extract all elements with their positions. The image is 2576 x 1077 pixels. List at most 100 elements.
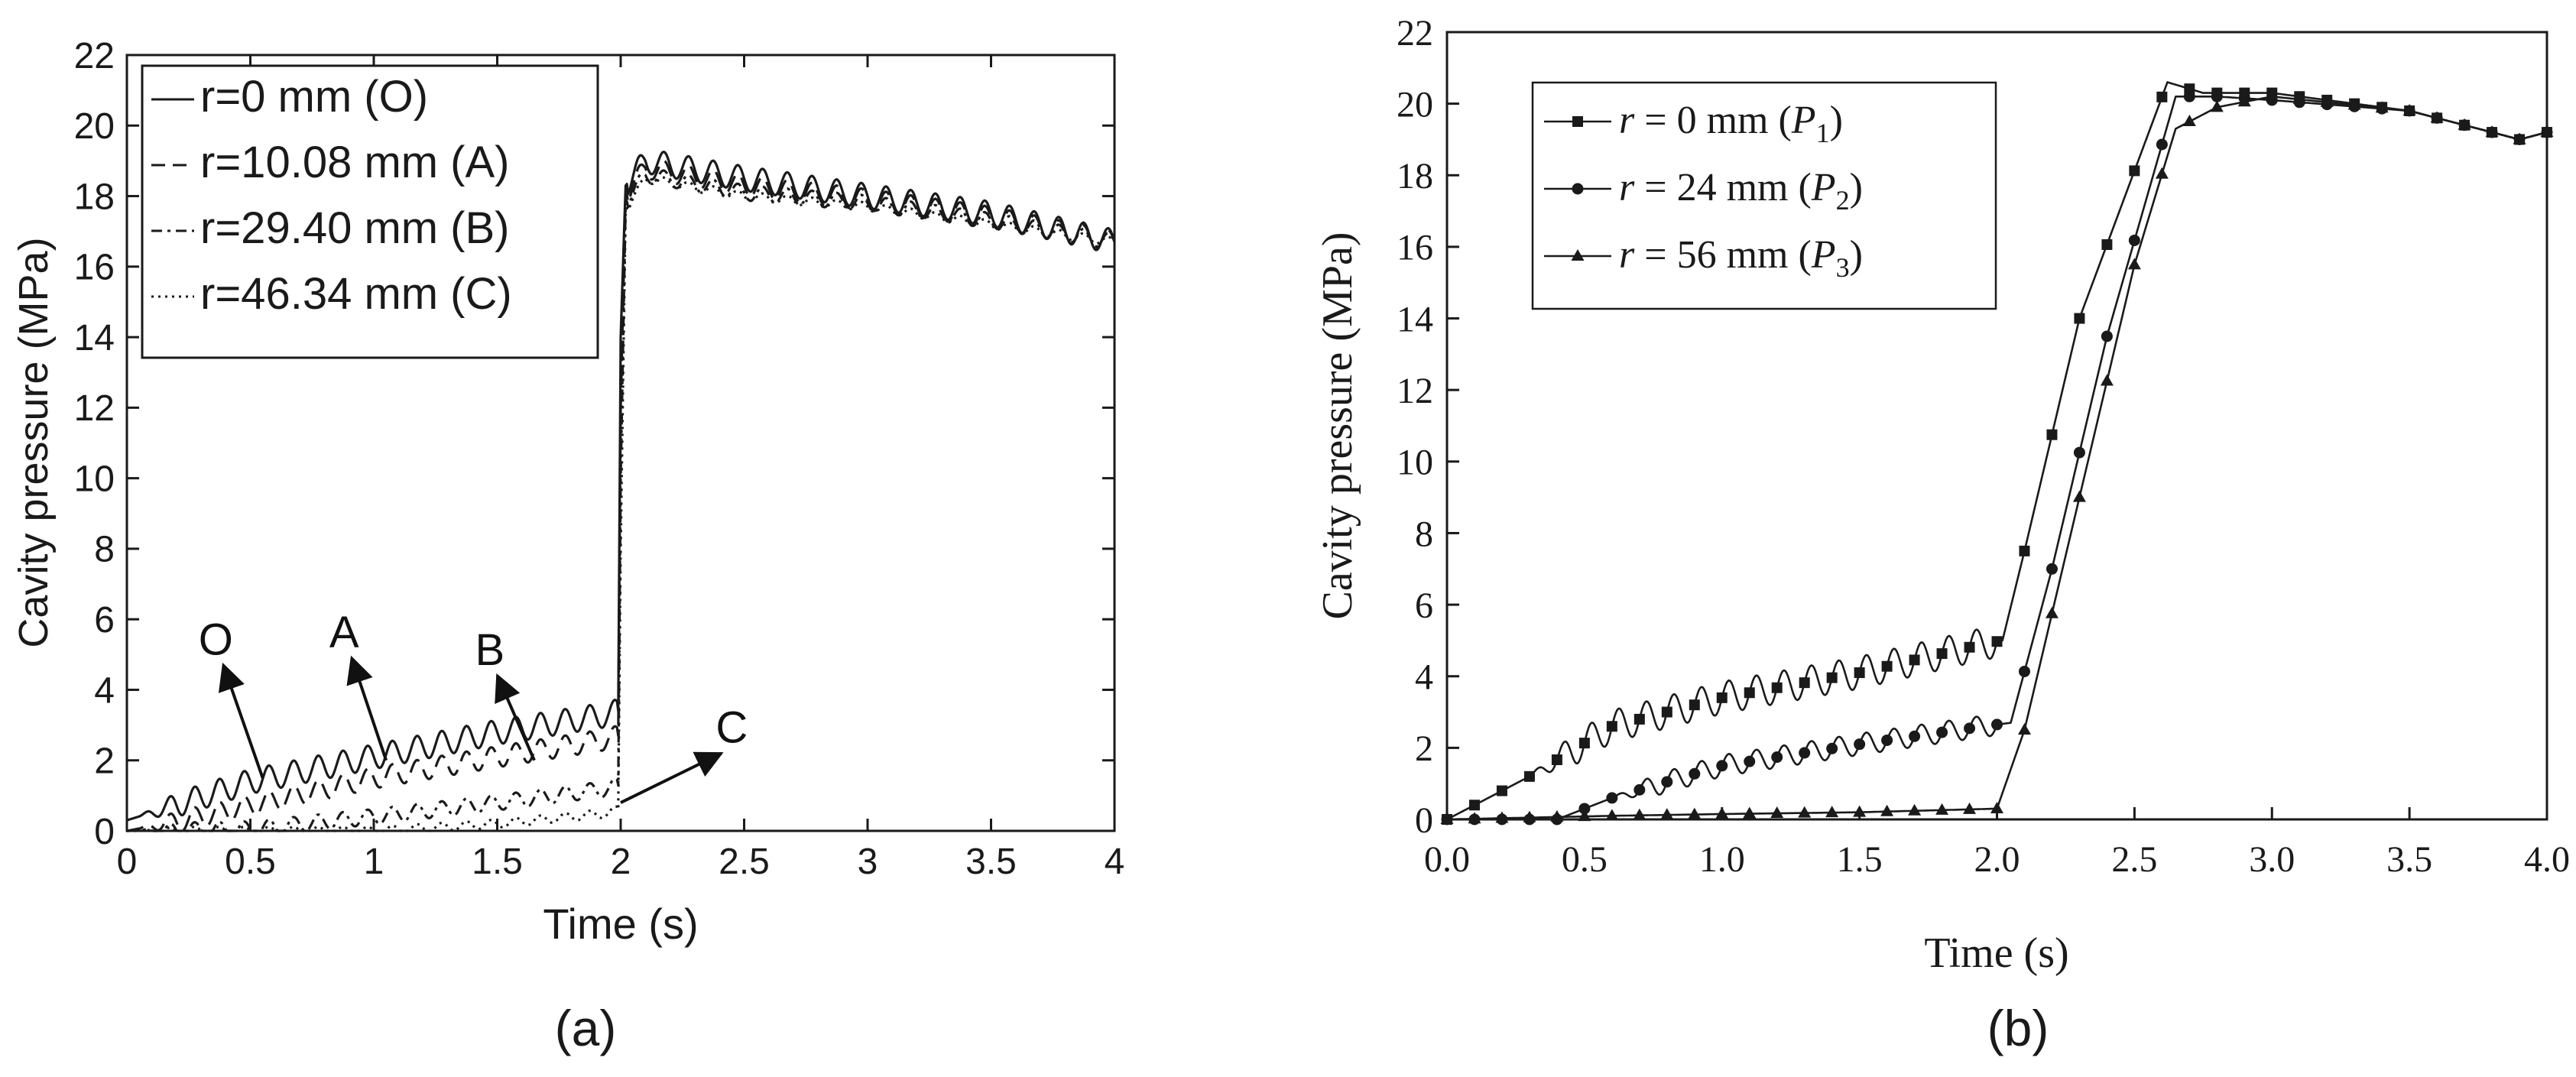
series-1-marker (1881, 660, 1893, 672)
y-tick-label: 16 (74, 248, 115, 288)
y-tick-label: 4 (1415, 657, 1433, 698)
x-tick-label: 1.0 (1699, 839, 1745, 880)
legend-marker-b-2 (1572, 183, 1584, 195)
series-3-marker (1935, 803, 1949, 815)
y-tick-label: 10 (1397, 443, 1433, 483)
x-tick-label: 3.5 (965, 842, 1017, 882)
y-tick-label: 18 (1397, 156, 1433, 196)
series-3-marker (1660, 808, 1674, 820)
series-3-marker (1495, 811, 1509, 823)
x-tick-label: 3.0 (2249, 839, 2295, 880)
y-tick-label: 12 (74, 388, 115, 429)
x-tick-label: 0 (117, 842, 138, 882)
series-2-marker (2211, 90, 2223, 102)
x-tick-label: 0.0 (1424, 839, 1470, 880)
series-1-marker (2101, 238, 2113, 250)
x-tick-label: 4.0 (2524, 839, 2570, 880)
panel-label-b: (b) (1987, 1000, 2049, 1056)
series-3-marker (1990, 801, 2003, 813)
y-tick-label: 14 (74, 318, 115, 358)
series-2-marker (1936, 726, 1948, 738)
x-tick-label: 2.0 (1974, 839, 2020, 880)
legend-label-a-4: r=46.34 mm (C) (200, 269, 512, 319)
series-3-marker (1798, 806, 1812, 818)
legend-marker-b-1 (1572, 116, 1583, 127)
x-axis-label-b: Time (s) (1924, 929, 2068, 977)
x-tick-label: 2 (611, 842, 631, 882)
chart-panel-a: 0 0.5 1 1.5 2 2.5 3 3.5 4 0 2 4 6 8 10 12 14 16 18 20 22 O A B… (11, 36, 1124, 1056)
y-tick-label: 8 (94, 530, 115, 570)
legend-label-b-3: r = 56 mm (P3) (1619, 233, 1863, 283)
y-tick-label: 6 (1415, 586, 1433, 626)
series-2-marker (2046, 563, 2058, 575)
series-3-marker (2100, 374, 2114, 386)
annotation-label-C: C (715, 703, 748, 753)
series-2-marker (2183, 90, 2195, 102)
series-3-marker (1825, 806, 1839, 818)
y-tick-label: 6 (94, 600, 115, 641)
series-1-marker (1936, 648, 1948, 660)
series-3-marker (2127, 258, 2141, 270)
annotation-arrow-O (218, 662, 264, 779)
series-1-marker (1991, 636, 2003, 647)
series-2-marker (2156, 138, 2168, 151)
series-1-marker (1634, 713, 1645, 725)
x-tick-label: 2.5 (719, 842, 770, 882)
annotation-arrow-A (346, 655, 388, 761)
x-tick-label: 2.5 (2111, 839, 2157, 880)
y-tick-label: 2 (94, 741, 115, 782)
series-3-marker (1770, 806, 1784, 819)
series-3-marker (1578, 809, 1591, 822)
chart-panel-b: 0.0 0.5 1.0 1.5 2.0 2.5 3.0 3.5 4.0 0 2 4 6 8 10 12 14 16… (1314, 13, 2570, 1056)
series-3-marker (1715, 806, 1729, 819)
x-tick-label: 1.5 (1837, 839, 1883, 880)
series-2-marker (2128, 234, 2140, 246)
series-1-marker (1716, 692, 1728, 703)
series-2-marker (2018, 665, 2030, 677)
legend-label-a-2: r=10.08 mm (A) (200, 138, 510, 187)
series-3-marker (2072, 490, 2086, 502)
series-3-marker (2045, 606, 2059, 618)
series-1-marker (1744, 687, 1755, 699)
series-2-marker (1716, 760, 1728, 772)
series-3-marker (2237, 95, 2251, 107)
series-2-marker (2073, 446, 2085, 459)
y-tick-label: 12 (1397, 371, 1433, 411)
legend-label-b-2: r = 24 mm (P2) (1619, 166, 1863, 216)
series-3-marker (2540, 125, 2554, 138)
x-tick-label: 0.5 (1562, 839, 1608, 880)
series-1-marker (2074, 313, 2085, 324)
series-1-marker (2129, 165, 2140, 177)
series-2-marker (1578, 803, 1591, 815)
y-tick-label: 0 (94, 812, 115, 852)
x-tick-label: 0.5 (225, 842, 276, 882)
series-3-marker (1523, 810, 1536, 822)
series-3-marker (2458, 118, 2471, 130)
legend-label-a-1: r=0 mm (O) (200, 72, 428, 122)
series-1-marker (1854, 667, 1865, 679)
series-1-marker (2046, 429, 2058, 440)
series-1-marker (1551, 754, 1562, 765)
series-3-marker (2265, 89, 2279, 102)
series-2-marker (1964, 722, 1976, 735)
series-1-marker (2019, 545, 2030, 556)
series-1-marker (1964, 641, 1975, 653)
series-2-marker (1826, 742, 1838, 754)
series-1-marker (1496, 785, 1507, 796)
series-1-marker (2156, 91, 2168, 102)
y-tick-label: 2 (1415, 728, 1433, 769)
y-tick-label: 20 (74, 106, 115, 147)
series-3-marker (2402, 104, 2416, 115)
series-3-marker (2017, 722, 2031, 735)
series-3-marker (1550, 809, 1564, 822)
annotation-arrow-C (620, 751, 724, 804)
y-tick-label: 22 (1397, 13, 1433, 54)
series-1-marker (1689, 699, 1700, 711)
series-2-marker (1634, 783, 1646, 796)
series-1-marker (1523, 770, 1535, 782)
series-3-marker (2485, 125, 2499, 138)
y-tick-label: 14 (1397, 299, 1433, 339)
series-3-marker (2292, 92, 2306, 105)
x-tick-label: 3.5 (2386, 839, 2432, 880)
